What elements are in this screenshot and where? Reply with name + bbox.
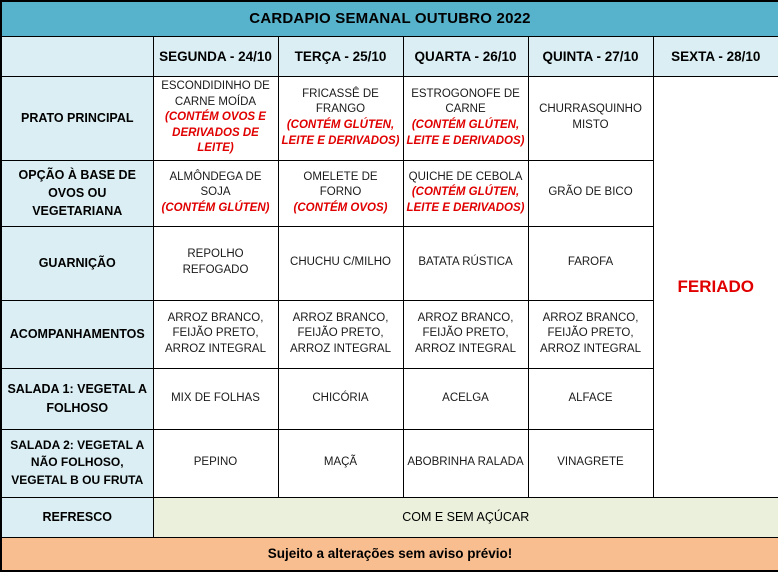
cell-salada1-segunda: MIX DE FOLHAS <box>152 367 279 430</box>
dish-name: GRÃO DE BICO <box>548 186 633 199</box>
row-label-guarnicao: GUARNIÇÃO <box>0 225 154 301</box>
dish-name: FRICASSÊ DE FRANGO <box>302 87 379 116</box>
dish-name: PEPINO <box>193 456 238 469</box>
cell-guarnicao-segunda: REPOLHO REFOGADO <box>152 225 279 301</box>
refresco-row: REFRESCO COM E SEM AÇÚCAR <box>0 496 778 538</box>
day-header-quarta: QUARTA - 26/10 <box>402 35 529 77</box>
cell-prato-segunda: ESCONDIDINHO DE CARNE MOÍDA (CONTÉM OVOS… <box>152 75 279 161</box>
cell-guarnicao-quarta: BATATA RÚSTICA <box>402 225 529 301</box>
allergen-note: (CONTÉM GLÚTEN, LEITE E DERIVADOS) <box>281 119 400 147</box>
cell-prato-terca: FRICASSÊ DE FRANGO (CONTÉM GLÚTEN, LEITE… <box>277 75 404 161</box>
notice-text: Sujeito a alterações sem aviso prévio! <box>0 536 778 572</box>
row-label-opcao-vegetariana: OPÇÃO À BASE DE OVOS OU VEGETARIANA <box>0 159 154 227</box>
dish-name: ALFACE <box>568 391 613 404</box>
day-header-sexta: SEXTA - 28/10 <box>652 35 778 77</box>
title-row: CARDAPIO SEMANAL OUTUBRO 2022 <box>0 0 778 37</box>
day-header-quinta: QUINTA - 27/10 <box>527 35 654 77</box>
page-title: CARDAPIO SEMANAL OUTUBRO 2022 <box>0 0 778 37</box>
dish-name: ESCONDIDINHO DE CARNE MOÍDA <box>161 80 270 108</box>
cell-acompanhamentos-segunda: ARROZ BRANCO, FEIJÃO PRETO, ARROZ INTEGR… <box>152 299 279 369</box>
dish-name: MAÇÃ <box>323 456 358 469</box>
dish-name: CHICÓRIA <box>312 391 369 404</box>
cell-salada2-segunda: PEPINO <box>152 428 279 498</box>
table-row: PRATO PRINCIPAL ESCONDIDINHO DE CARNE MO… <box>0 75 778 498</box>
row-label-acompanhamentos: ACOMPANHAMENTOS <box>0 299 154 369</box>
cell-salada2-quarta: ABOBRINHA RALADA <box>402 428 529 498</box>
dish-name: ARROZ BRANCO, FEIJÃO PRETO, ARROZ INTEGR… <box>290 311 391 355</box>
day-header-segunda: SEGUNDA - 24/10 <box>152 35 279 77</box>
cell-opcao-quinta: GRÃO DE BICO <box>527 159 654 227</box>
dish-name: ALMÔNDEGA DE SOJA <box>169 170 262 199</box>
holiday-cell-sexta: FERIADO <box>652 75 778 498</box>
notice-row: Sujeito a alterações sem aviso prévio! <box>0 536 778 572</box>
allergen-note: (CONTÉM OVOS) <box>293 201 388 214</box>
dish-name: ARROZ BRANCO, FEIJÃO PRETO, ARROZ INTEGR… <box>165 311 266 355</box>
cell-salada1-quinta: ALFACE <box>527 367 654 430</box>
allergen-note: (CONTÉM GLÚTEN, LEITE E DERIVADOS) <box>406 119 525 147</box>
row-label-salada-1: SALADA 1: VEGETAL A FOLHOSO <box>0 367 154 430</box>
cell-opcao-quarta: QUICHE DE CEBOLA (CONTÉM GLÚTEN, LEITE E… <box>402 159 529 227</box>
dish-name: ABOBRINHA RALADA <box>407 456 524 469</box>
allergen-note: (CONTÉM GLÚTEN) <box>161 201 270 214</box>
cell-salada2-quinta: VINAGRETE <box>527 428 654 498</box>
cell-refresco-value: COM E SEM AÇÚCAR <box>152 496 778 538</box>
table-row: GUARNIÇÃO REPOLHO REFOGADO CHUCHU C/MILH… <box>0 225 778 301</box>
cell-prato-quinta: CHURRASQUINHO MISTO <box>527 75 654 161</box>
table-row: OPÇÃO À BASE DE OVOS OU VEGETARIANA ALMÔ… <box>0 159 778 227</box>
dish-name: ARROZ BRANCO, FEIJÃO PRETO, ARROZ INTEGR… <box>540 311 641 355</box>
dish-name: MIX DE FOLHAS <box>171 391 260 404</box>
row-label-salada-2: SALADA 2: VEGETAL A NÃO FOLHOSO, VEGETAL… <box>0 428 154 498</box>
cell-salada1-terca: CHICÓRIA <box>277 367 404 430</box>
cell-salada1-quarta: ACELGA <box>402 367 529 430</box>
cell-salada2-terca: MAÇÃ <box>277 428 404 498</box>
dish-name: CHUCHU C/MILHO <box>290 256 391 269</box>
allergen-note: (CONTÉM OVOS E DERIVADOS DE LEITE) <box>165 111 266 155</box>
cell-opcao-segunda: ALMÔNDEGA DE SOJA (CONTÉM GLÚTEN) <box>152 159 279 227</box>
allergen-note: (CONTÉM GLÚTEN, LEITE E DERIVADOS) <box>406 186 525 214</box>
cell-guarnicao-quinta: FAROFA <box>527 225 654 301</box>
row-label-refresco: REFRESCO <box>0 496 154 538</box>
dish-name: REPOLHO REFOGADO <box>182 248 249 276</box>
cell-prato-quarta: ESTROGONOFE DE CARNE (CONTÉM GLÚTEN, LEI… <box>402 75 529 161</box>
cell-acompanhamentos-terca: ARROZ BRANCO, FEIJÃO PRETO, ARROZ INTEGR… <box>277 299 404 369</box>
cell-guarnicao-terca: CHUCHU C/MILHO <box>277 225 404 301</box>
row-label-prato-principal: PRATO PRINCIPAL <box>0 75 154 161</box>
day-header-row: SEGUNDA - 24/10 TERÇA - 25/10 QUARTA - 2… <box>0 35 778 77</box>
dish-name: BATATA RÚSTICA <box>418 256 513 269</box>
cell-acompanhamentos-quinta: ARROZ BRANCO, FEIJÃO PRETO, ARROZ INTEGR… <box>527 299 654 369</box>
dish-name: OMELETE DE FORNO <box>303 170 378 199</box>
dish-name: ACELGA <box>442 391 489 404</box>
table-row: ACOMPANHAMENTOS ARROZ BRANCO, FEIJÃO PRE… <box>0 299 778 369</box>
dish-name: CHURRASQUINHO MISTO <box>539 103 642 131</box>
dish-name: QUICHE DE CEBOLA <box>408 170 523 183</box>
dish-name: ESTROGONOFE DE CARNE <box>411 87 520 116</box>
header-corner-blank <box>0 35 154 77</box>
dish-name: VINAGRETE <box>557 456 624 469</box>
dish-name: FAROFA <box>567 256 614 269</box>
cell-acompanhamentos-quarta: ARROZ BRANCO, FEIJÃO PRETO, ARROZ INTEGR… <box>402 299 529 369</box>
dish-name: ARROZ BRANCO, FEIJÃO PRETO, ARROZ INTEGR… <box>415 311 516 355</box>
day-header-terca: TERÇA - 25/10 <box>277 35 404 77</box>
cell-opcao-terca: OMELETE DE FORNO (CONTÉM OVOS) <box>277 159 404 227</box>
